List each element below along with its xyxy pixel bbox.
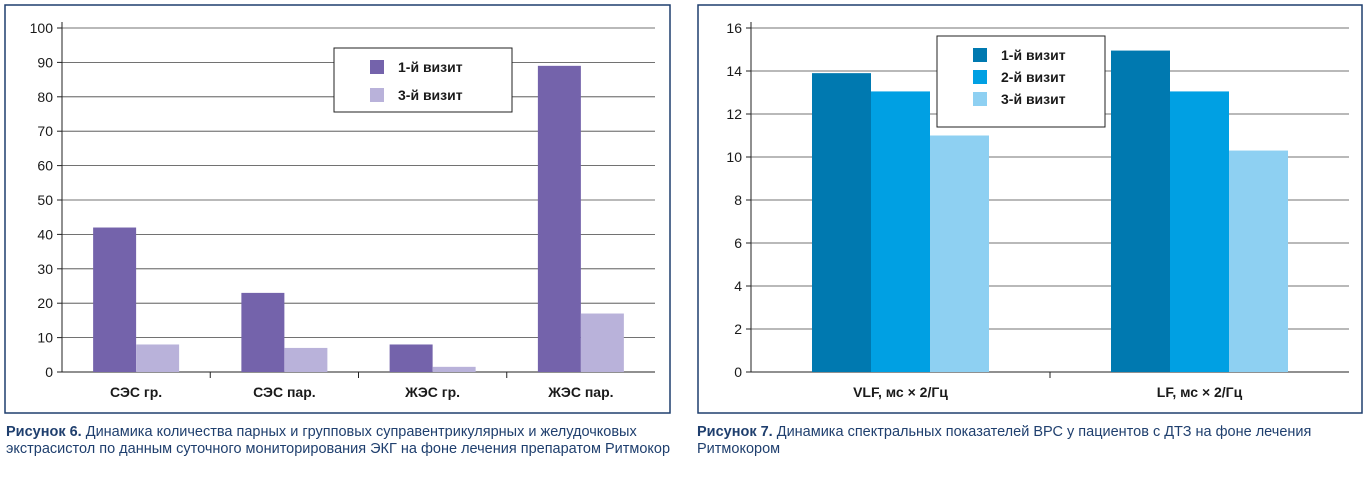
bar-2-2 [284, 347, 328, 372]
bar-chart-left: 0 10 20 30 40 50 60 70 80 90 100 СЭС гр. СЭС пар. ЖЭС… [4, 4, 671, 414]
legend-label: 1-й визит [398, 59, 463, 75]
x-category-label: ЖЭС гр. [404, 384, 460, 400]
figure-caption-right: Рисунок 7. Динамика спектральных показат… [697, 424, 1357, 458]
bar-3-2 [1229, 150, 1288, 372]
y-tick-label: 80 [37, 89, 53, 105]
figure-caption-left: Рисунок 6. Динамика количества парных и … [6, 424, 686, 458]
legend-swatch [973, 70, 987, 84]
bar-1-3 [389, 344, 433, 372]
bar-2-4 [580, 313, 624, 372]
y-tick-label: 10 [726, 149, 742, 165]
bar-3-1 [930, 135, 989, 372]
bar-1-4 [537, 65, 581, 372]
legend-swatch [973, 92, 987, 106]
chart-panel-left: 0 10 20 30 40 50 60 70 80 90 100 СЭС гр. СЭС пар. ЖЭС… [4, 4, 671, 414]
y-tick-label: 8 [734, 192, 742, 208]
y-tick-label: 0 [734, 364, 742, 380]
y-tick-label: 16 [726, 20, 742, 36]
caption-label: Рисунок 6. [6, 424, 82, 440]
y-tick-label: 6 [734, 235, 742, 251]
y-tick-label: 12 [726, 106, 742, 122]
y-tick-label: 90 [37, 54, 53, 70]
y-tick-label: 4 [734, 278, 742, 294]
legend-box [936, 35, 1106, 128]
y-tick-label: 0 [45, 364, 53, 380]
x-category-label: СЭС пар. [253, 384, 316, 400]
y-tick-label: 70 [37, 123, 53, 139]
caption-text: Динамика спектральных показателей ВРС у … [697, 424, 1312, 457]
legend-label: 1-й визит [1001, 47, 1066, 63]
bar-chart-right: 0 2 4 6 8 10 12 14 16 VLF, мс × 2/Гц LF, мс × 2/Гц… [697, 4, 1363, 414]
bar-2-1 [871, 91, 930, 373]
bar-1-1 [93, 227, 137, 372]
legend-label: 3-й визит [1001, 91, 1066, 107]
bar-1-2 [241, 292, 285, 372]
x-category-label: СЭС гр. [110, 384, 162, 400]
y-tick-label: 14 [726, 63, 742, 79]
bar-2-3 [432, 366, 476, 372]
legend-swatch [370, 60, 384, 74]
y-tick-label: 2 [734, 321, 742, 337]
chart-panel-right: 0 2 4 6 8 10 12 14 16 VLF, мс × 2/Гц LF, мс × 2/Гц… [697, 4, 1363, 414]
bar-1-1 [812, 73, 871, 373]
bar-2-2 [1170, 91, 1229, 373]
x-category-label: LF, мс × 2/Гц [1157, 384, 1243, 400]
caption-text: Динамика количества парных и групповых с… [6, 424, 671, 457]
y-tick-label: 30 [37, 261, 53, 277]
x-category-label: VLF, мс × 2/Гц [853, 384, 948, 400]
bar-1-2 [1111, 50, 1170, 372]
y-tick-label: 20 [37, 295, 53, 311]
y-tick-label: 100 [30, 20, 54, 36]
y-tick-label: 10 [37, 330, 53, 346]
caption-label: Рисунок 7. [697, 424, 773, 440]
legend-swatch [973, 48, 987, 62]
legend-swatch [370, 88, 384, 102]
legend-label: 3-й визит [398, 87, 463, 103]
legend-box [333, 47, 513, 113]
x-category-label: ЖЭС пар. [547, 384, 613, 400]
y-tick-label: 50 [37, 192, 53, 208]
bar-2-1 [136, 344, 180, 372]
legend-label: 2-й визит [1001, 69, 1066, 85]
y-tick-label: 60 [37, 158, 53, 174]
y-tick-label: 40 [37, 226, 53, 242]
